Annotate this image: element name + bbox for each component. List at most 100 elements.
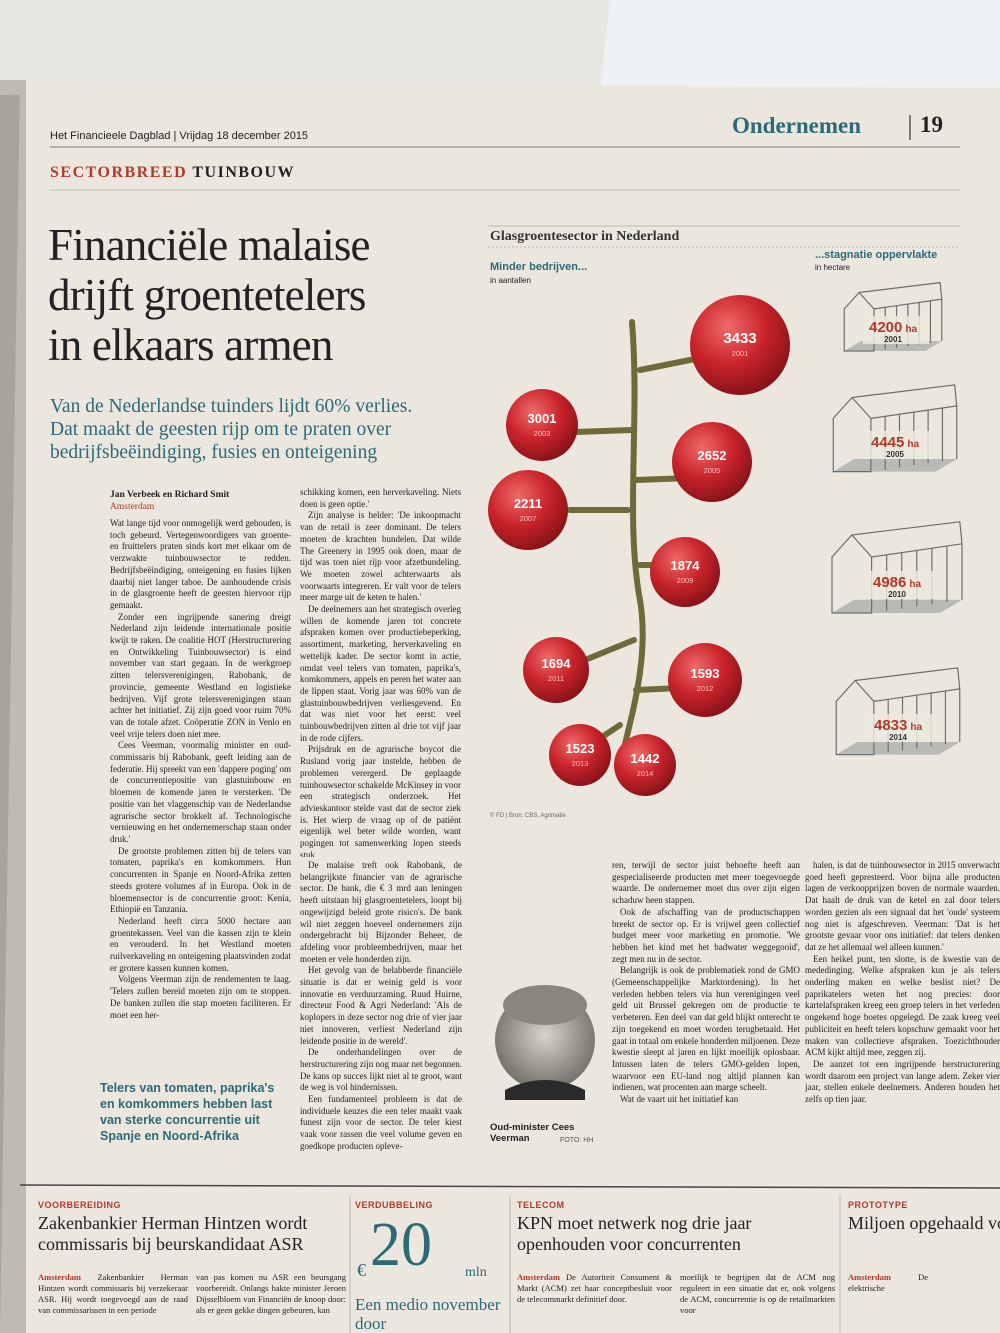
- teaser-text: van pas komen nu ASR een beursgang voorb…: [196, 1272, 346, 1315]
- tomato-value: 2211: [514, 496, 542, 511]
- paragraph: Ook de afschaffing van de productschappe…: [612, 906, 800, 964]
- paragraph: De deelnemers aan het strategisch overle…: [300, 604, 461, 743]
- area-year: 2014: [889, 733, 907, 742]
- paragraph: Zonder een ingrijpende sanering dreigt N…: [110, 611, 291, 739]
- teaser-dateline: Amsterdam: [38, 1272, 81, 1282]
- tomato-value: 1694: [542, 656, 572, 671]
- greenhouse-front: [835, 679, 875, 756]
- paragraph: Nederland heeft circa 5000 hectare aan g…: [110, 915, 291, 973]
- teaser-label: VERDUBBELING: [355, 1200, 434, 1210]
- newspaper: [0, 82, 1000, 1333]
- tomato: [549, 724, 611, 786]
- authors: Jan Verbeek en Richard Smit: [110, 490, 230, 500]
- greenhouse-base: [833, 459, 957, 472]
- kicker-topic: TUINBOUW: [192, 164, 296, 181]
- paragraph: Het gevolg van de belabberde financiële …: [300, 965, 462, 1046]
- tomato: [614, 734, 676, 796]
- area-unit: ha: [907, 439, 919, 450]
- greenhouse-roof: [854, 667, 961, 743]
- area-value: 4986 ha: [873, 574, 921, 591]
- teaser-body: Amsterdam De Autoriteit Consument & Mark…: [517, 1272, 672, 1333]
- tomato: [668, 643, 742, 717]
- teaser-headline: Een medio november door: [355, 1295, 501, 1333]
- headline-line: in elkaars armen: [48, 320, 333, 370]
- tomato-value: 1523: [566, 741, 595, 756]
- paragraph: halen, is dat de tuinbouwsector in 2015 …: [805, 860, 1000, 952]
- tomato-year: 2014: [637, 769, 654, 778]
- deck-line: bedrijfsbeëindiging, fusies en onteigeni…: [50, 442, 378, 463]
- teaser-label: TELECOM: [517, 1200, 565, 1210]
- greenhouse-roof: [851, 521, 963, 600]
- tomato-year: 2007: [520, 514, 537, 523]
- page-number: 19: [920, 112, 943, 137]
- deck: Van de Nederlandse tuinders lijdt 60% ve…: [50, 395, 412, 464]
- paragraph: De grootste problemen zitten bij de tele…: [110, 845, 291, 915]
- paragraph: Cees Veerman, voormalig minister en oud-…: [110, 740, 291, 844]
- text-column: De malaise treft ook Rabobank, de belang…: [300, 860, 462, 1165]
- tomato-year: 2009: [677, 576, 694, 585]
- area-unit: ha: [909, 579, 921, 590]
- area-unit: ha: [910, 722, 922, 733]
- dateline: Amsterdam: [110, 502, 155, 512]
- paragraph: Zijn analyse is helder: 'De inkoopmacht …: [300, 510, 461, 603]
- greenhouse-roof: [859, 281, 943, 342]
- teaser-body: Amsterdam De elektrische: [848, 1272, 928, 1333]
- greenhouse-label-bg: [863, 316, 929, 344]
- area-number: 4200: [869, 319, 902, 336]
- photo-credit: FOTO: HH: [560, 1137, 594, 1144]
- byline: Jan Verbeek en Richard Smit Amsterdam: [110, 489, 229, 513]
- tomato-year: 2012: [697, 684, 714, 693]
- area-year: 2001: [884, 335, 902, 344]
- infographic-left-title: Minder bedrijven...: [490, 261, 588, 273]
- teaser-label: VOORBEREIDING: [38, 1200, 122, 1210]
- teaser-text: Zakenbankier Herman Hintzen wordt commis…: [38, 1272, 188, 1315]
- area-number: 4986: [873, 574, 906, 591]
- teaser-text: De elektrische: [848, 1272, 928, 1293]
- paragraph: Amsterdam Zakenbankier Herman Hintzen wo…: [38, 1272, 188, 1316]
- greenhouse-front: [831, 534, 873, 614]
- tomato-value: 3001: [528, 411, 557, 426]
- area-unit: ha: [905, 324, 917, 335]
- photo-caption: Oud-minister Cees Veerman: [490, 1122, 575, 1144]
- section-name: Ondernemen: [732, 113, 862, 138]
- teaser-dateline: Amsterdam: [848, 1272, 891, 1282]
- teaser-currency: €: [357, 1260, 366, 1280]
- infographic-title: Glasgroentesector in Nederland: [490, 229, 680, 244]
- paragraph: ren, terwijl de sector juist behoefte he…: [612, 860, 800, 906]
- greenhouse-base: [836, 742, 960, 755]
- teaser-label: PROTOTYPE: [848, 1200, 908, 1210]
- tomato-year: 2001: [732, 349, 749, 358]
- tomato-value: 1874: [671, 558, 701, 573]
- paragraph: De onderhandelingen over de herstructure…: [300, 1047, 462, 1093]
- teaser-headline: KPN moet netwerk nog drie jaar openhoude…: [517, 1213, 752, 1254]
- greenhouse-label-bg: [867, 571, 933, 599]
- pull-quote: Telers van tomaten, paprika's en komkomm…: [100, 1081, 275, 1143]
- paragraph: moeilijk te begrijpen dat de ACM nog reg…: [680, 1272, 835, 1316]
- teaser-body: moeilijk te begrijpen dat de ACM nog reg…: [680, 1272, 835, 1333]
- paragraph: Volgens Veerman zijn de rendementen te l…: [110, 974, 291, 1020]
- paragraph: Prijsdruk en de agrarische boycot die Ru…: [300, 744, 461, 857]
- rule: [19, 1184, 1000, 1189]
- infographic-left-unit: in aantallen: [490, 276, 531, 285]
- area-year: 2010: [888, 590, 906, 599]
- headline: Financiële malaise drijft groentetelers in…: [48, 220, 371, 370]
- teaser-headline: Zakenbankier Herman Hintzen wordt commis…: [38, 1213, 308, 1254]
- greenhouse-label-bg: [865, 431, 931, 459]
- tomato-year: 2013: [572, 759, 589, 768]
- area-value: 4833 ha: [874, 717, 922, 734]
- headline-line: Financiële malaise: [48, 220, 371, 270]
- tomato: [690, 295, 790, 395]
- teaser-figure: 20: [370, 1211, 432, 1279]
- teaser-headline: Miljoen opgehaald voor stekkerscooters: [848, 1213, 1000, 1233]
- tomato: [650, 537, 720, 607]
- headline-line: drijft groentetelers: [48, 270, 366, 320]
- area-number: 4833: [874, 717, 907, 734]
- teaser-body: van pas komen nu ASR een beursgang voorb…: [196, 1272, 346, 1333]
- paragraph: Belangrijk is ook de problematiek rond d…: [612, 965, 800, 1093]
- tomato-value: 1593: [691, 666, 720, 681]
- teaser-text: De Autoriteit Consument & Markt (ACM) ze…: [517, 1272, 672, 1304]
- paper-note: [600, 0, 1000, 90]
- tomato: [506, 389, 578, 461]
